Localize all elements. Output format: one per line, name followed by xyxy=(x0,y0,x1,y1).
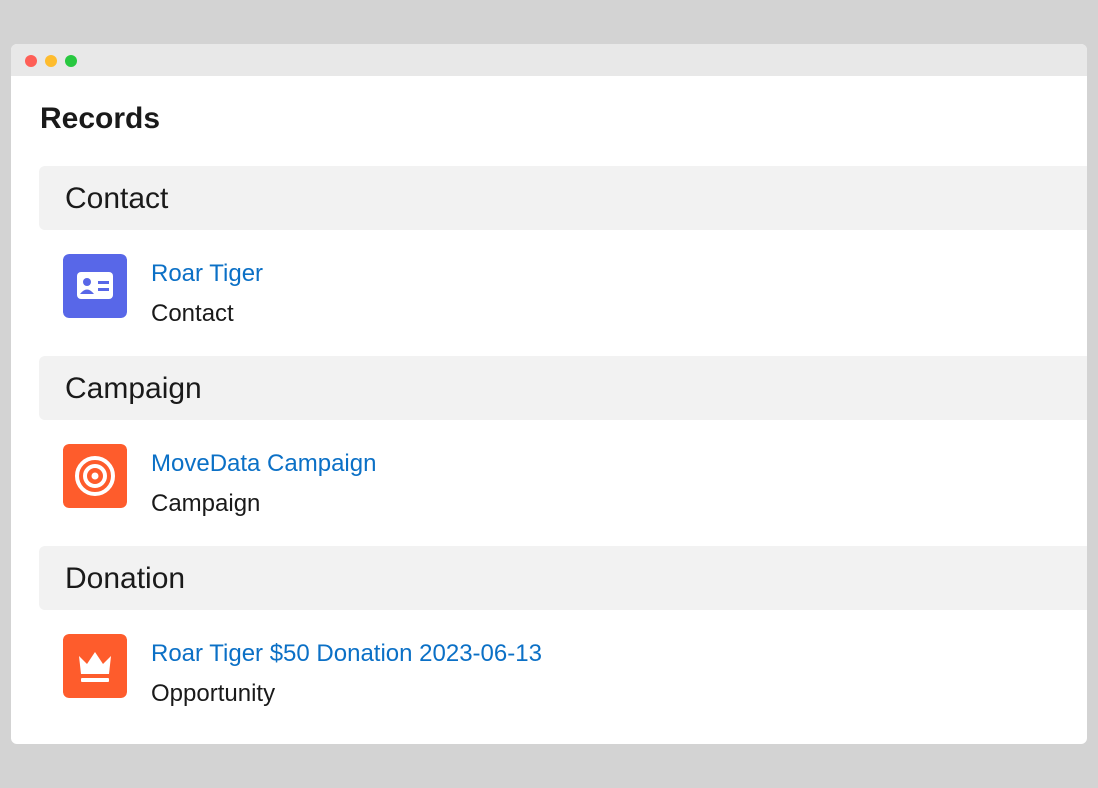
record-link[interactable]: Roar Tiger xyxy=(151,260,264,287)
contact-icon xyxy=(63,254,127,318)
section-title: Contact xyxy=(65,182,169,215)
window: Records Contact Roar Tiger Contact Campa… xyxy=(11,44,1087,744)
minimize-button[interactable] xyxy=(45,55,57,67)
close-button[interactable] xyxy=(25,55,37,67)
record-link[interactable]: MoveData Campaign xyxy=(151,450,377,477)
zoom-button[interactable] xyxy=(65,55,77,67)
section-header: Campaign xyxy=(39,356,1087,420)
section-header: Donation xyxy=(39,546,1087,610)
campaign-icon xyxy=(63,444,127,508)
record-type: Opportunity xyxy=(151,680,276,707)
record-link[interactable]: Roar Tiger $50 Donation 2023-06-13 xyxy=(151,640,542,667)
page-title: Records xyxy=(40,102,161,135)
opportunity-icon xyxy=(63,634,127,698)
section-header: Contact xyxy=(39,166,1087,230)
section-title: Campaign xyxy=(65,372,202,405)
record-type: Contact xyxy=(151,300,234,327)
title-bar xyxy=(11,44,1087,76)
section-title: Donation xyxy=(65,562,186,595)
record-type: Campaign xyxy=(151,490,261,517)
